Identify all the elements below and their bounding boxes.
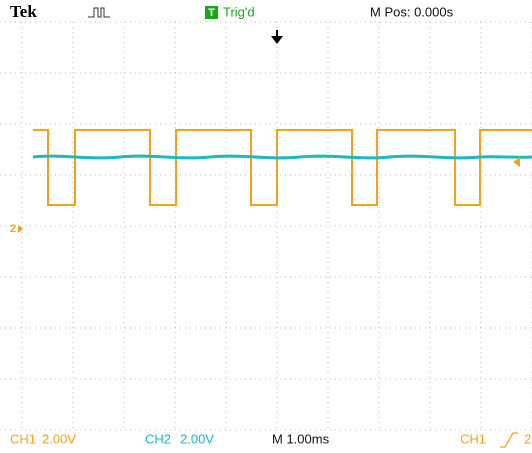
- trigger-position-arrow: [271, 30, 283, 44]
- trigger-status: Trig'd: [223, 4, 255, 19]
- ch1-label: CH1: [10, 431, 36, 446]
- trigger-level-marker: [513, 157, 520, 167]
- trigger-box: [205, 6, 218, 19]
- timebase: M 1.00ms: [272, 431, 330, 446]
- ch2-label: CH2: [145, 431, 171, 446]
- trigger-slope-icon: [500, 432, 518, 448]
- trigger-source: CH1: [460, 431, 486, 446]
- brand: Tek: [10, 2, 37, 21]
- ch2-scale: 2.00V: [180, 431, 214, 446]
- ch2-ground-marker: [18, 225, 23, 233]
- graticule: [0, 21, 532, 431]
- acquire-icon: [88, 7, 110, 18]
- trigger-level: 2: [524, 431, 531, 446]
- ch2-waveform: [32, 154, 532, 160]
- ch1-waveform: [33, 129, 532, 206]
- ch2-ground-label: 2: [10, 223, 16, 235]
- trigger-box-label: T: [208, 7, 215, 19]
- ch1-scale: 2.00V: [42, 431, 76, 446]
- horizontal-position: M Pos: 0.000s: [370, 4, 454, 19]
